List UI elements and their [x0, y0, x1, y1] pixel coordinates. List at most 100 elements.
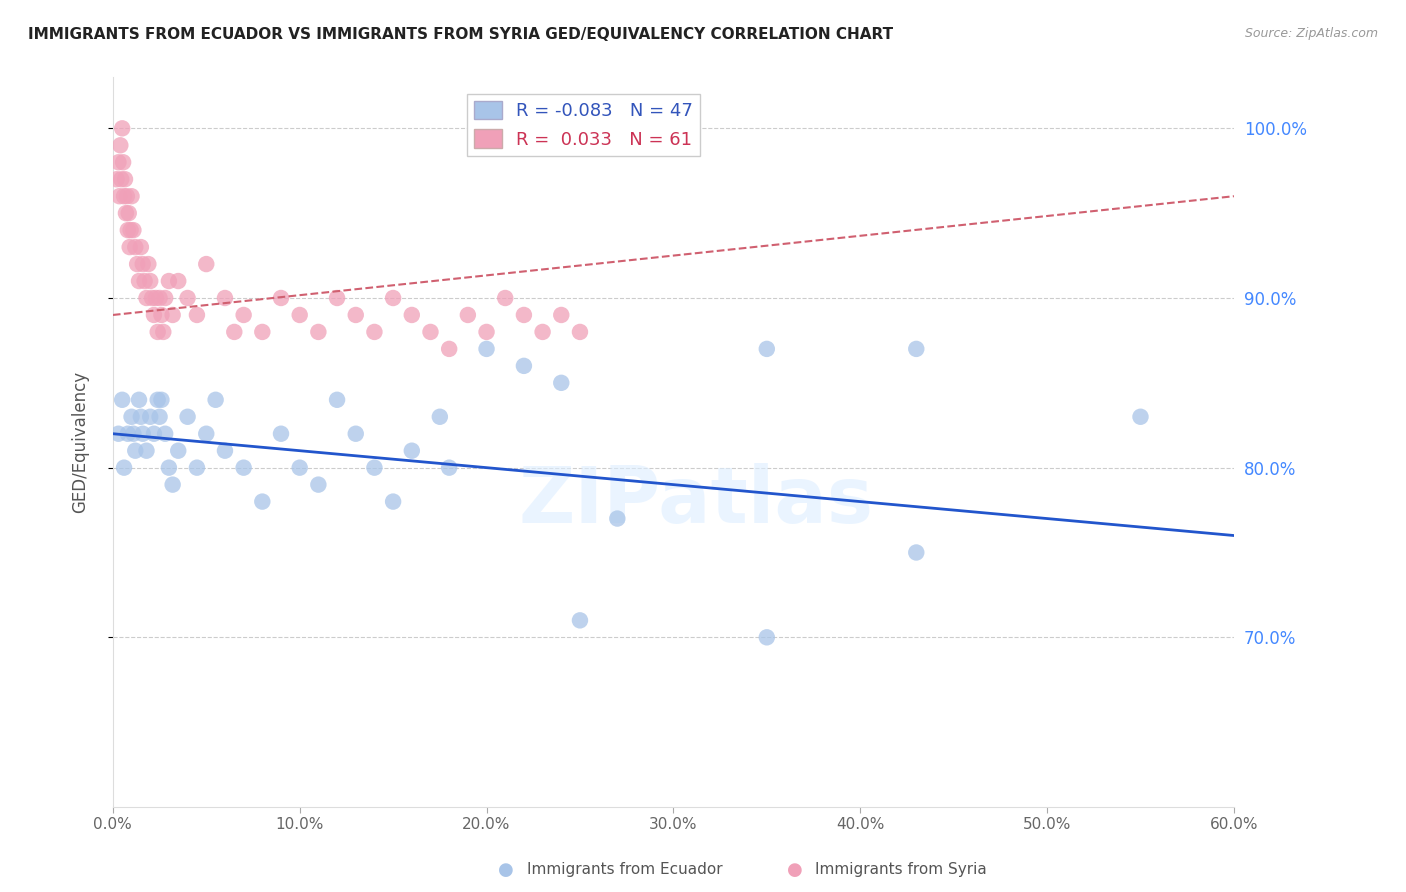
Point	[401, 308, 423, 322]
Point	[146, 325, 169, 339]
Point	[162, 308, 184, 322]
Text: ●: ●	[498, 861, 515, 879]
Point	[153, 426, 176, 441]
Legend: R = -0.083   N = 47, R =  0.033   N = 61: R = -0.083 N = 47, R = 0.033 N = 61	[467, 94, 700, 156]
Text: Immigrants from Syria: Immigrants from Syria	[815, 863, 987, 877]
Point	[150, 308, 173, 322]
Point	[186, 308, 208, 322]
Point	[107, 426, 129, 441]
Point	[135, 291, 157, 305]
Point	[122, 426, 145, 441]
Point	[105, 172, 128, 186]
Point	[148, 291, 170, 305]
Point	[111, 121, 134, 136]
Point	[401, 443, 423, 458]
Point	[134, 274, 156, 288]
Point	[326, 392, 349, 407]
Point	[1129, 409, 1152, 424]
Point	[121, 189, 143, 203]
Point	[288, 308, 311, 322]
Point	[127, 257, 149, 271]
Point	[363, 460, 385, 475]
Point	[186, 460, 208, 475]
Point	[475, 342, 498, 356]
Point	[494, 291, 516, 305]
Point	[905, 545, 928, 559]
Point	[135, 443, 157, 458]
Point	[148, 409, 170, 424]
Point	[121, 409, 143, 424]
Point	[112, 189, 135, 203]
Point	[176, 409, 198, 424]
Point	[437, 342, 460, 356]
Point	[153, 291, 176, 305]
Point	[139, 274, 162, 288]
Point	[176, 291, 198, 305]
Point	[513, 308, 536, 322]
Point	[111, 392, 134, 407]
Point	[513, 359, 536, 373]
Point	[112, 155, 135, 169]
Point	[110, 172, 132, 186]
Text: Immigrants from Ecuador: Immigrants from Ecuador	[527, 863, 723, 877]
Point	[117, 426, 139, 441]
Point	[755, 630, 778, 644]
Point	[437, 460, 460, 475]
Point	[167, 443, 190, 458]
Point	[214, 443, 236, 458]
Point	[107, 155, 129, 169]
Point	[117, 223, 139, 237]
Point	[382, 494, 405, 508]
Point	[307, 477, 329, 491]
Point	[224, 325, 246, 339]
Point	[363, 325, 385, 339]
Point	[129, 409, 152, 424]
Point	[232, 460, 254, 475]
Point	[145, 291, 167, 305]
Point	[114, 172, 136, 186]
Point	[167, 274, 190, 288]
Point	[150, 392, 173, 407]
Point	[132, 426, 155, 441]
Point	[142, 308, 165, 322]
Point	[344, 426, 367, 441]
Text: ●: ●	[786, 861, 803, 879]
Point	[115, 206, 138, 220]
Point	[115, 189, 138, 203]
Y-axis label: GED/Equivalency: GED/Equivalency	[72, 371, 89, 513]
Point	[568, 613, 591, 627]
Point	[232, 308, 254, 322]
Point	[122, 223, 145, 237]
Point	[344, 308, 367, 322]
Point	[139, 409, 162, 424]
Point	[270, 426, 292, 441]
Point	[550, 308, 572, 322]
Text: IMMIGRANTS FROM ECUADOR VS IMMIGRANTS FROM SYRIA GED/EQUIVALENCY CORRELATION CHA: IMMIGRANTS FROM ECUADOR VS IMMIGRANTS FR…	[28, 27, 893, 42]
Point	[270, 291, 292, 305]
Point	[606, 511, 628, 525]
Point	[429, 409, 451, 424]
Point	[129, 240, 152, 254]
Point	[124, 240, 146, 254]
Point	[550, 376, 572, 390]
Point	[905, 342, 928, 356]
Point	[138, 257, 160, 271]
Point	[157, 274, 180, 288]
Point	[152, 325, 174, 339]
Point	[162, 477, 184, 491]
Point	[307, 325, 329, 339]
Text: Source: ZipAtlas.com: Source: ZipAtlas.com	[1244, 27, 1378, 40]
Point	[124, 443, 146, 458]
Point	[214, 291, 236, 305]
Point	[157, 460, 180, 475]
Point	[195, 257, 218, 271]
Point	[118, 206, 141, 220]
Point	[252, 494, 274, 508]
Text: ZIPatlas: ZIPatlas	[519, 463, 873, 539]
Point	[382, 291, 405, 305]
Point	[112, 460, 135, 475]
Point	[531, 325, 554, 339]
Point	[195, 426, 218, 441]
Point	[118, 240, 141, 254]
Point	[475, 325, 498, 339]
